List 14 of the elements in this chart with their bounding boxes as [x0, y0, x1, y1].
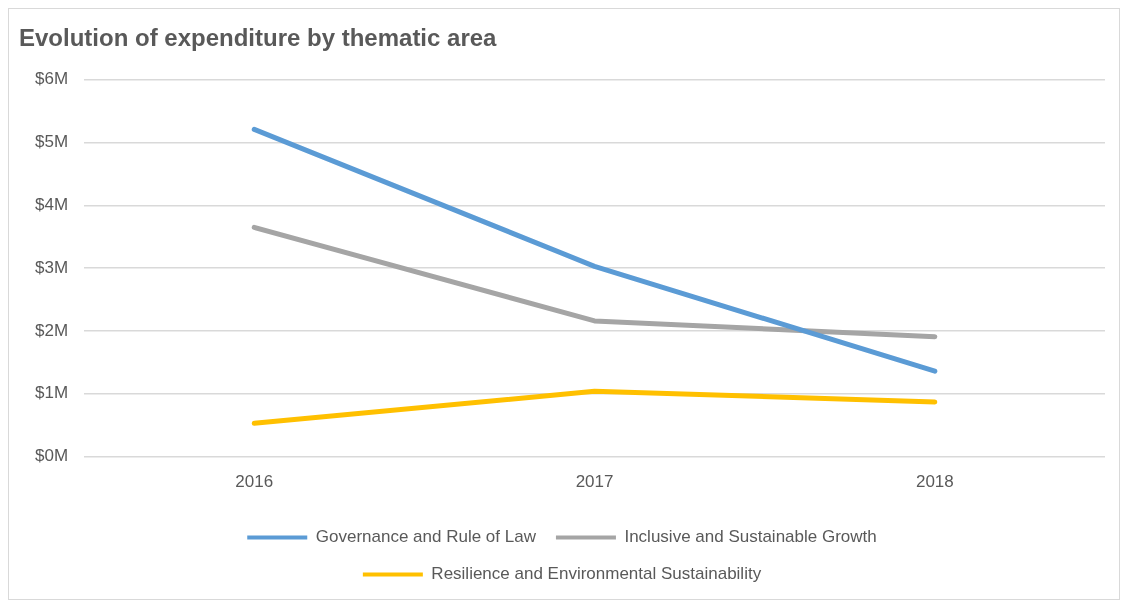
- x-tick-label: 2017: [575, 472, 614, 492]
- x-tick-label: 2016: [235, 472, 274, 492]
- chart-title: Evolution of expenditure by thematic area: [19, 24, 498, 52]
- y-tick-label: $6M: [34, 69, 69, 89]
- x-tick-label: 2018: [915, 472, 954, 492]
- y-tick-label: $5M: [34, 132, 69, 152]
- y-tick-label: $3M: [34, 257, 69, 277]
- legend-label: Inclusive and Sustainable Growth: [624, 527, 877, 547]
- y-tick-label: $1M: [34, 383, 69, 403]
- legend-label: Resilience and Environmental Sustainability: [431, 564, 762, 584]
- y-tick-label: $0M: [34, 446, 69, 466]
- legend-label: Governance and Rule of Law: [315, 527, 537, 547]
- y-tick-label: $2M: [34, 320, 69, 340]
- y-tick-label: $4M: [34, 195, 69, 215]
